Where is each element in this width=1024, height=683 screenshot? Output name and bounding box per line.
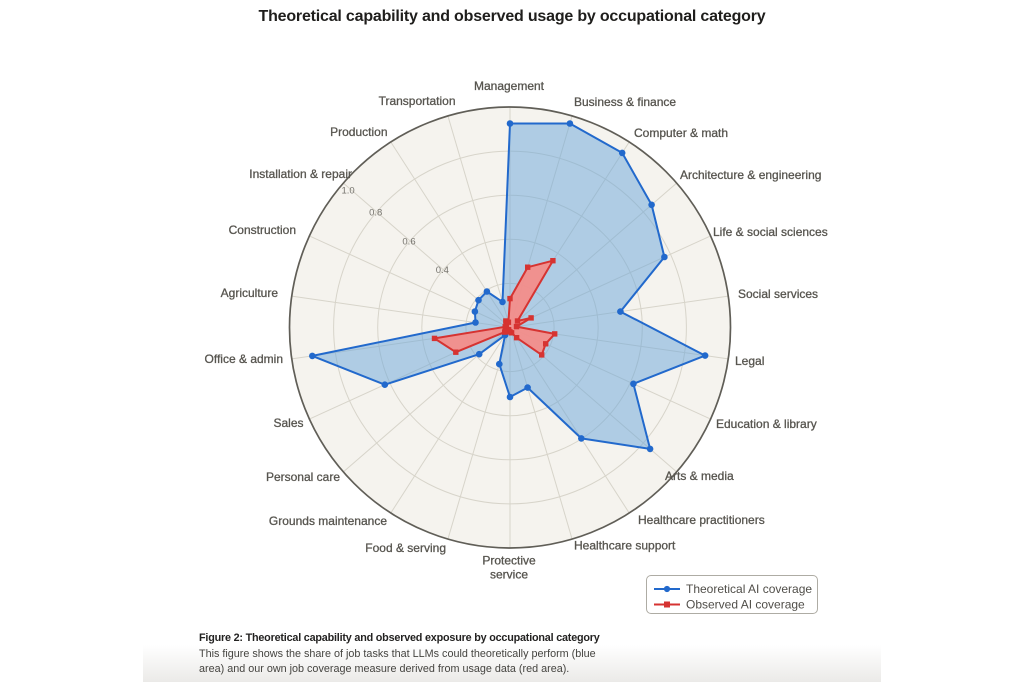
svg-text:service: service — [490, 568, 528, 582]
svg-text:Education & library: Education & library — [716, 417, 817, 431]
svg-text:0.8: 0.8 — [369, 208, 382, 219]
svg-text:Theoretical AI coverage: Theoretical AI coverage — [686, 582, 812, 596]
svg-text:1.0: 1.0 — [341, 185, 354, 196]
svg-text:Observed AI coverage: Observed AI coverage — [686, 597, 805, 611]
svg-text:Transportation: Transportation — [379, 94, 456, 108]
svg-text:0.6: 0.6 — [402, 236, 415, 247]
svg-text:Computer & math: Computer & math — [634, 126, 728, 140]
svg-text:Grounds maintenance: Grounds maintenance — [269, 514, 387, 528]
svg-text:Personal care: Personal care — [266, 470, 340, 484]
svg-text:Social services: Social services — [738, 287, 818, 301]
svg-text:Construction: Construction — [229, 223, 296, 237]
svg-text:Sales: Sales — [273, 416, 303, 430]
svg-text:Protective: Protective — [482, 554, 536, 568]
svg-text:Arts & media: Arts & media — [665, 469, 734, 483]
svg-text:0.4: 0.4 — [436, 265, 449, 276]
svg-text:Management: Management — [474, 79, 545, 93]
svg-text:Food & serving: Food & serving — [365, 541, 446, 555]
svg-text:Architecture & engineering: Architecture & engineering — [680, 168, 821, 182]
svg-text:Healthcare support: Healthcare support — [574, 539, 676, 553]
svg-text:Legal: Legal — [735, 354, 764, 368]
svg-text:Agriculture: Agriculture — [221, 286, 279, 300]
svg-text:Installation & repair: Installation & repair — [249, 167, 352, 181]
svg-text:Office & admin: Office & admin — [205, 352, 283, 366]
svg-text:Life & social sciences: Life & social sciences — [713, 225, 828, 239]
svg-text:Business & finance: Business & finance — [574, 95, 676, 109]
svg-text:Healthcare practitioners: Healthcare practitioners — [638, 513, 765, 527]
svg-text:Production: Production — [330, 125, 387, 139]
